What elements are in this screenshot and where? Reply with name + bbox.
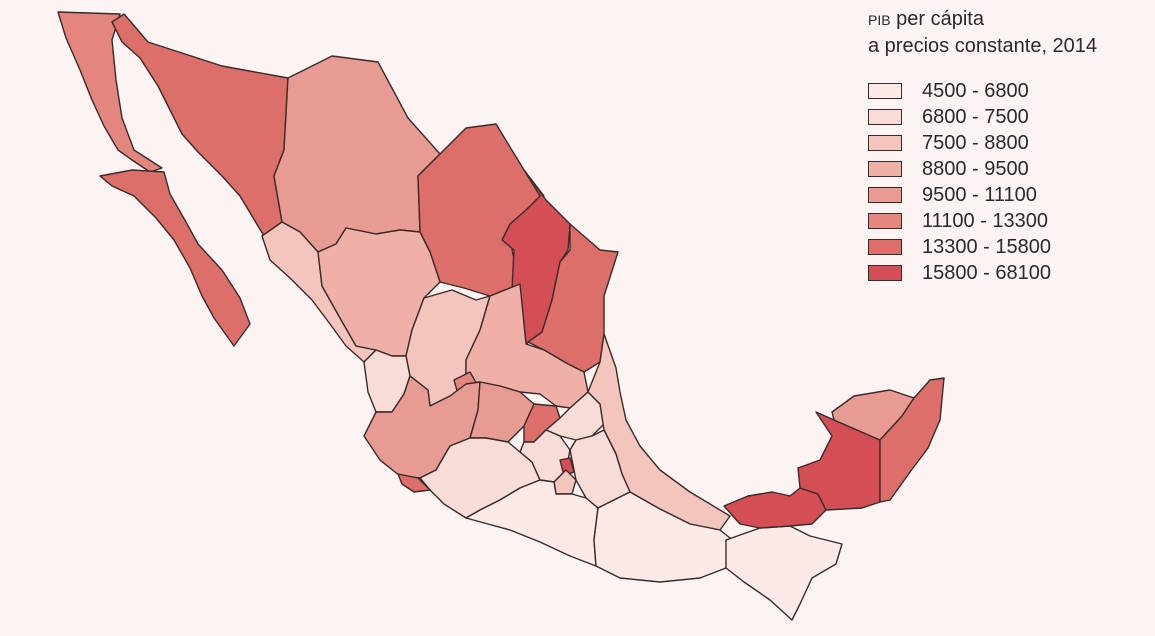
legend: 4500 - 6800 6800 - 7500 7500 - 8800 8800 - … [868, 78, 1051, 286]
legend-label: 15800 - 68100 [922, 261, 1052, 284]
legend-item: 9500 - 11100 [868, 182, 1051, 208]
legend-swatch [868, 213, 902, 229]
legend-item: 4500 - 6800 [868, 78, 1051, 104]
legend-swatch [868, 265, 902, 281]
state-sonora [111, 13, 289, 237]
legend-item: 8800 - 9500 [868, 156, 1051, 182]
legend-swatch [868, 83, 902, 99]
state-quintana-roo [879, 377, 945, 503]
legend-item: 15800 - 68100 [868, 260, 1051, 286]
state-guerrero [465, 479, 599, 567]
legend-label: 7500 - 8800 [922, 131, 1029, 154]
legend-swatch [868, 161, 902, 177]
legend-swatch [868, 239, 902, 255]
legend-swatch [868, 109, 902, 125]
state-baja-california [57, 11, 163, 173]
legend-label: 8800 - 9500 [922, 157, 1029, 180]
legend-item: 11100 - 13300 [868, 208, 1051, 234]
legend-title-line2: a precios constante, 2014 [868, 35, 1098, 57]
legend-label: 9500 - 11100 [922, 183, 1037, 206]
state-baja-california-sur [99, 169, 251, 347]
state-colima [397, 473, 431, 493]
legend-label: 11100 - 13300 [922, 209, 1049, 232]
legend-item: 6800 - 7500 [868, 104, 1051, 130]
legend-title-prefix: PIB [868, 12, 891, 28]
legend-label: 4500 - 6800 [922, 79, 1029, 102]
legend-title-line1: per cápita [890, 8, 984, 30]
state-guanajuato [469, 381, 535, 443]
legend-item: 7500 - 8800 [868, 130, 1051, 156]
state-chihuahua [273, 55, 441, 253]
legend-swatch [868, 187, 902, 203]
legend-label: 13300 - 15800 [922, 235, 1052, 258]
state-tabasco [723, 487, 827, 529]
legend-item: 13300 - 15800 [868, 234, 1051, 260]
legend-label: 6800 - 7500 [922, 105, 1029, 128]
legend-title: PIB per cápita a precios constante, 2014 [868, 6, 1097, 59]
state-chiapas [725, 525, 843, 621]
legend-swatch [868, 135, 902, 151]
